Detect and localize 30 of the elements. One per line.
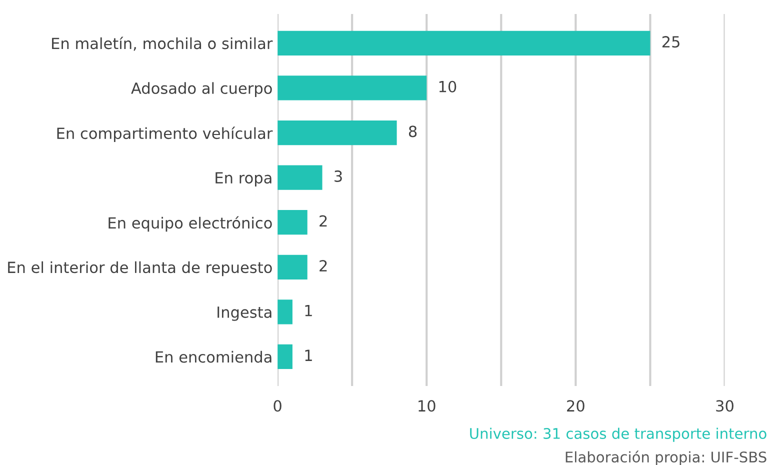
bar — [278, 30, 650, 56]
x-tick-label: 20 — [567, 400, 584, 412]
y-tick-label: En el interior de llanta de repuesto — [8, 261, 272, 276]
text: Universo: 31 casos de transporte interno — [470, 428, 766, 442]
x-tick-label: 10 — [418, 400, 436, 412]
x-tick-label: 30 — [716, 400, 734, 412]
data-label: 1 — [305, 305, 312, 316]
y-tick-label: En compartimento vehícular — [57, 126, 273, 142]
bar — [278, 165, 322, 190]
x-tick-label: 0 — [274, 400, 282, 412]
data-label: 2 — [320, 215, 327, 227]
data-label: 3 — [334, 170, 342, 182]
bar — [278, 210, 308, 235]
bar — [278, 344, 292, 370]
data-label: 10 — [439, 80, 456, 92]
y-tick-label: En maletín, mochila o similar — [52, 36, 273, 51]
data-label: 8 — [408, 126, 417, 138]
data-label: 25 — [662, 36, 680, 48]
y-tick-label: Ingesta — [218, 306, 272, 321]
y-tick-label: En encomienda — [156, 350, 272, 363]
bar — [278, 120, 397, 146]
data-label: 1 — [305, 350, 312, 361]
y-tick-label: En ropa — [216, 172, 272, 187]
bar — [278, 254, 308, 280]
bar — [278, 300, 292, 324]
y-tick-label: Adosado al cuerpo — [131, 82, 272, 97]
text: Elaboración propia: UIF-SBS — [566, 450, 766, 465]
y-tick-label: En equipo electrónico — [108, 216, 272, 232]
data-label: 2 — [320, 260, 327, 272]
bar — [278, 76, 427, 100]
